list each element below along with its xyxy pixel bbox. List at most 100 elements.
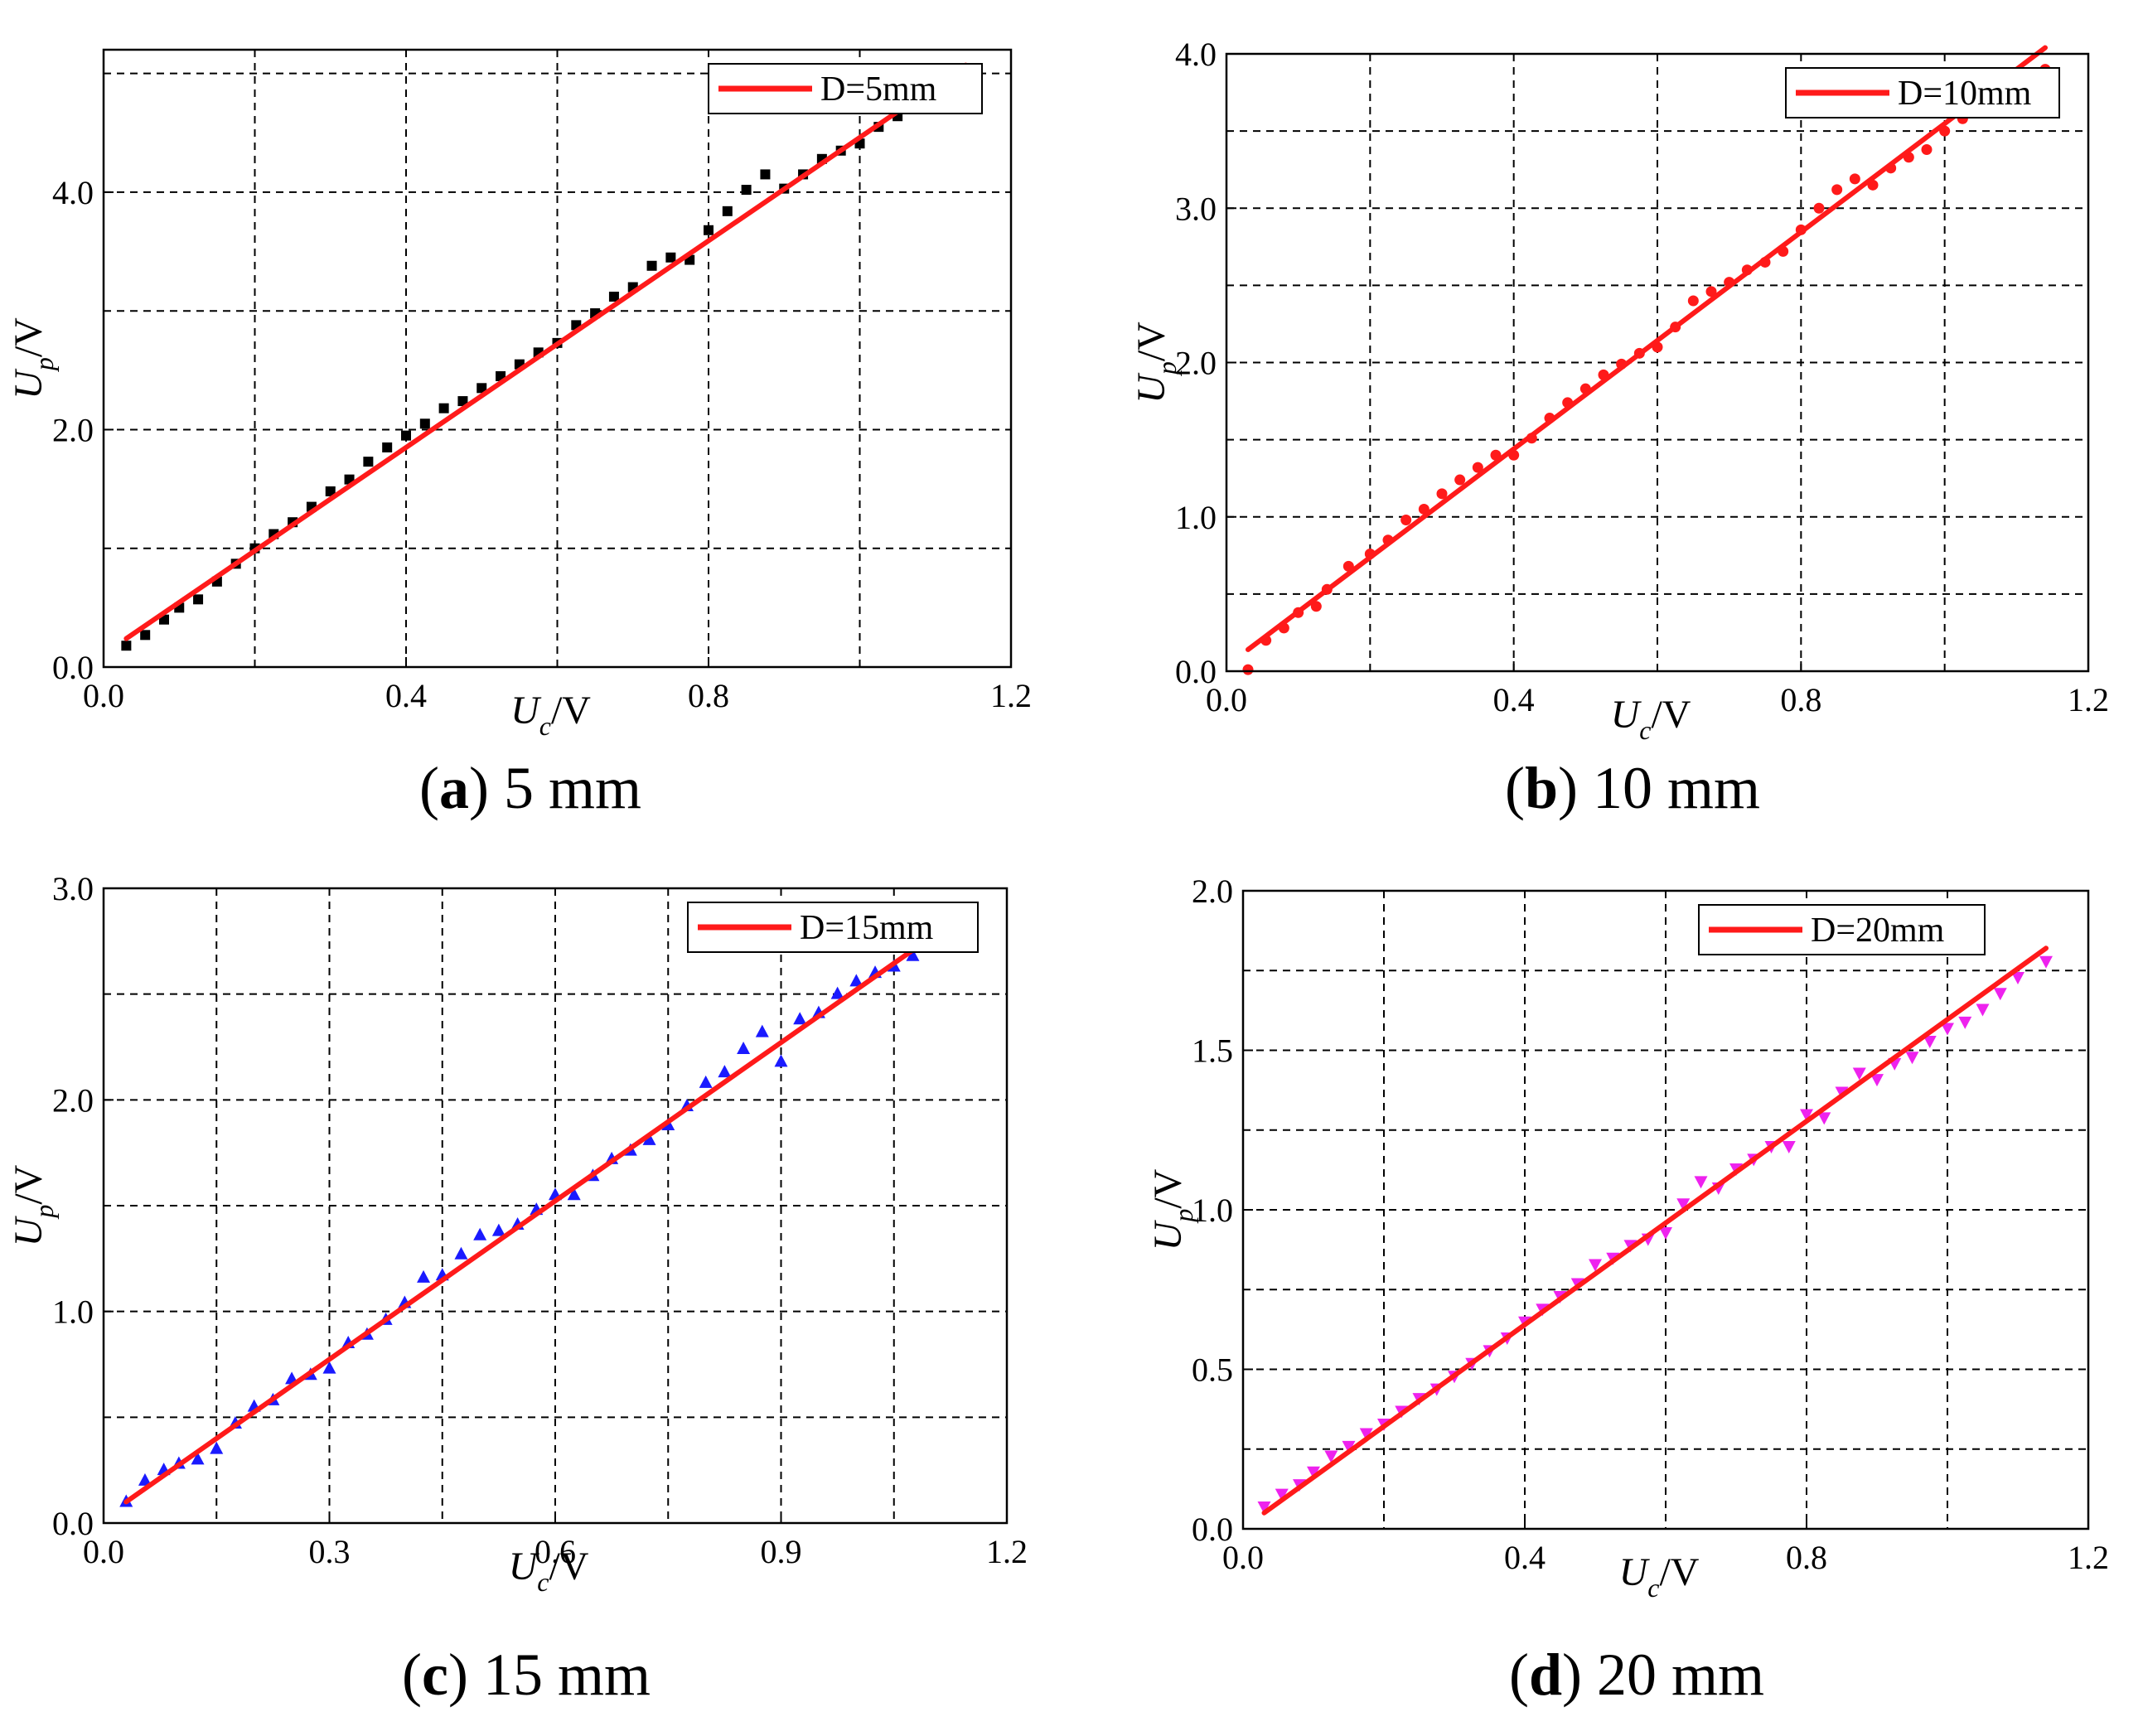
y-tick-label: 1.0 <box>1192 1192 1233 1229</box>
data-point <box>1817 1112 1831 1125</box>
data-point <box>1870 1074 1884 1087</box>
data-point <box>665 252 676 263</box>
data-point <box>457 396 468 407</box>
data-point <box>608 292 619 302</box>
y-axis-label: Up/V <box>1146 1168 1198 1250</box>
y-tick-label: 1.5 <box>1192 1032 1233 1070</box>
data-point <box>473 1227 487 1240</box>
plot-frame <box>1241 889 2090 1530</box>
data-point <box>1687 295 1699 307</box>
data-point <box>567 1187 581 1201</box>
legend-label: D=10mm <box>1898 75 2032 113</box>
data-point <box>121 641 132 651</box>
data-point <box>1324 1450 1338 1463</box>
caption-c: (c) 15 mm <box>402 1642 651 1708</box>
data-point <box>741 185 752 196</box>
y-tick-label: 2.0 <box>1175 345 1217 382</box>
fit-line <box>1261 945 2049 1516</box>
data-point <box>1993 988 2007 1001</box>
data-point <box>1800 1109 1813 1122</box>
x-tick-label: 1.2 <box>2068 681 2109 718</box>
y-tick-label: 0.0 <box>52 649 94 686</box>
caption-b-letter: b <box>1524 755 1559 821</box>
x-tick-label: 1.2 <box>990 677 1032 714</box>
data-point <box>1941 1023 1954 1036</box>
data-point <box>704 225 714 235</box>
x-tick-label: 1.2 <box>2068 1539 2109 1576</box>
data-point <box>1694 1176 1708 1189</box>
data-point <box>1400 514 1412 525</box>
caption-d: (d) 20 mm <box>1508 1642 1765 1708</box>
y-tick-label: 2.0 <box>1192 873 1233 910</box>
data-point <box>718 1065 732 1078</box>
legend: D=15mm <box>687 902 979 953</box>
y-tick-label: 3.0 <box>1175 190 1217 227</box>
data-point <box>1905 1052 1919 1065</box>
panel-c: 0.0 0.3 0.6 0.9 1.2 0.0 1.0 2.0 3.0 Uc/V Up/V D=15m… <box>7 870 1028 1597</box>
data-point <box>1589 1259 1602 1272</box>
x-tick-label: 0.4 <box>1504 1539 1546 1576</box>
y-axis-label: Up/V <box>1130 322 1182 404</box>
legend: D=20mm <box>1698 904 1986 955</box>
y-tick-label: 2.0 <box>52 411 94 448</box>
y-tick-label: 0.0 <box>1175 653 1217 690</box>
data-point <box>417 1269 431 1283</box>
x-tick-label: 0.0 <box>1222 1539 1264 1576</box>
x-tick-label: 0.0 <box>1206 681 1247 718</box>
data-point <box>1923 1035 1937 1048</box>
x-tick-label: 0.8 <box>1780 681 1821 718</box>
data-point <box>1976 1003 1990 1017</box>
data-point <box>1676 1198 1691 1211</box>
legend-label: D=20mm <box>1811 912 1945 950</box>
data-point <box>140 630 151 641</box>
x-tick-label: 0.8 <box>688 677 729 714</box>
data-point <box>1307 1466 1320 1479</box>
y-tick-label: 3.0 <box>52 870 94 907</box>
caption-b-text: 10 mm <box>1578 755 1761 821</box>
fit-line <box>123 62 969 641</box>
y-tick-label: 1.0 <box>1175 499 1217 536</box>
data-point <box>401 430 411 441</box>
data-point <box>191 1452 205 1465</box>
x-tick-label: 1.2 <box>986 1533 1028 1570</box>
data-point <box>322 1361 336 1374</box>
x-axis-label: Uc/V <box>1611 693 1691 745</box>
y-axis-label: Up/V <box>7 1164 59 1246</box>
caption-a-letter: a <box>438 755 469 821</box>
x-tick-label: 0.8 <box>1786 1539 1827 1576</box>
legend-label: D=5mm <box>820 70 937 109</box>
caption-c-text: 15 mm <box>467 1642 651 1708</box>
data-point <box>476 383 487 394</box>
data-point <box>1849 173 1860 185</box>
data-point <box>2039 955 2053 969</box>
y-tick-label: 4.0 <box>52 174 94 211</box>
data-point <box>382 442 393 452</box>
x-tick-label: 0.3 <box>309 1533 351 1570</box>
data-point <box>1342 1440 1356 1453</box>
panel-d: 0.0 0.4 0.8 1.2 0.0 0.5 1.0 1.5 2.0 Uc/V Up/V D=20m… <box>1146 873 2109 1603</box>
data-point <box>438 403 449 413</box>
caption-a-text: 5 mm <box>488 755 641 821</box>
caption-c-letter: c <box>422 1642 448 1708</box>
plot-frame <box>102 887 1009 1525</box>
data-point <box>722 206 733 216</box>
x-axis-label: Uc/V <box>1619 1550 1700 1603</box>
data-point <box>1242 664 1254 675</box>
y-tick-label: 0.5 <box>1192 1352 1233 1389</box>
data-point <box>1831 184 1843 196</box>
x-tick-label: 0.0 <box>83 1533 124 1570</box>
plot-frame <box>1225 52 2090 673</box>
caption-d-text: 20 mm <box>1582 1642 1765 1708</box>
data-point <box>755 1024 769 1037</box>
x-tick-label: 0.9 <box>761 1533 802 1570</box>
plot-frame <box>102 48 1013 669</box>
data-point <box>1659 1226 1672 1240</box>
data-point <box>1782 1141 1796 1153</box>
data-point <box>1472 462 1483 473</box>
data-point <box>454 1246 468 1260</box>
data-point <box>699 1075 713 1088</box>
data-point <box>1813 202 1825 214</box>
data-point <box>1359 1428 1373 1441</box>
x-tick-label: 0.4 <box>385 677 427 714</box>
